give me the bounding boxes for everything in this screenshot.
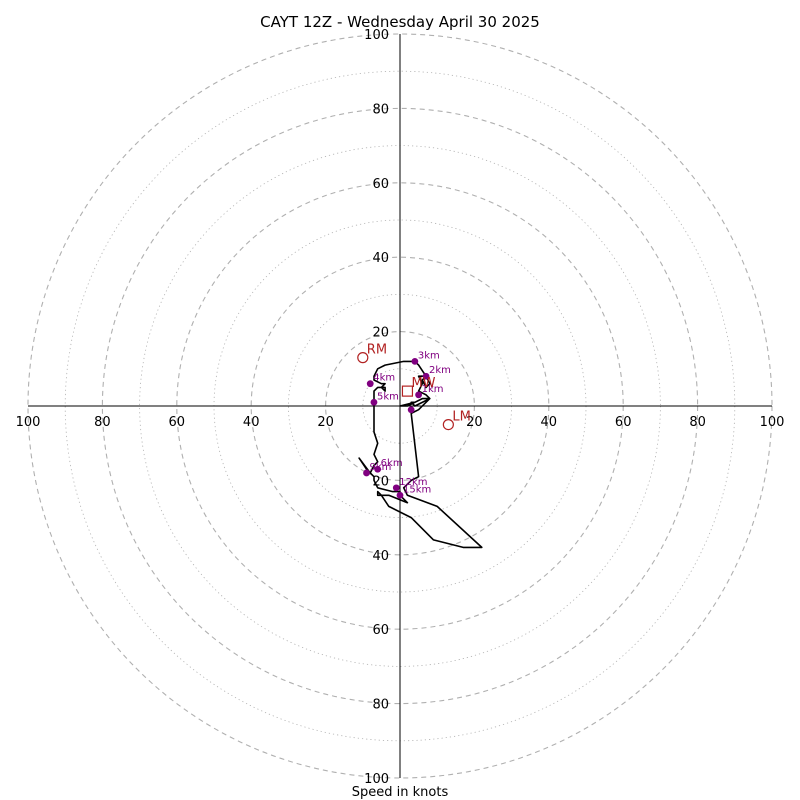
storm-motion-label: LM	[452, 410, 470, 425]
x-tick-right-100: 100	[760, 415, 785, 430]
storm-motion-markers: RM LM MW	[357, 343, 471, 431]
x-tick-left-80: 80	[94, 415, 111, 430]
y-tick-bottom-60: 60	[372, 623, 389, 638]
hodograph-line	[358, 360, 483, 549]
height-marker-point	[396, 491, 404, 499]
y-tick-top-40: 40	[372, 251, 389, 266]
x-tick-right-60: 60	[615, 415, 632, 430]
height-marker-point	[366, 380, 374, 388]
x-tick-left-20: 20	[317, 415, 334, 430]
height-marker-point	[411, 357, 419, 365]
height-marker-label: 4km	[373, 373, 395, 384]
storm-motion-label: RM	[367, 343, 387, 358]
height-marker-label: 1km	[422, 384, 444, 395]
height-marker-point	[407, 406, 415, 414]
height-marker-point	[374, 465, 382, 473]
height-marker-label: 9km	[370, 462, 392, 473]
x-tick-left-40: 40	[243, 415, 260, 430]
height-marker-label: 5km	[377, 391, 399, 402]
x-tick-right-40: 40	[541, 415, 558, 430]
height-marker-point	[422, 372, 430, 380]
height-marker-label: 3km	[418, 350, 440, 361]
y-tick-bottom-100: 100	[364, 772, 389, 787]
y-tick-top-60: 60	[372, 177, 389, 192]
height-marker-label: 12km	[399, 477, 427, 488]
storm-motion-label: MW	[411, 376, 435, 391]
height-marker-label: 2km	[429, 365, 451, 376]
height-marker-point	[363, 469, 370, 477]
height-marker-label: 6km	[381, 458, 403, 469]
height-marker-point	[370, 398, 378, 406]
x-tick-right-80: 80	[689, 415, 706, 430]
x-tick-right-20: 20	[466, 415, 483, 430]
hodograph-trace	[358, 360, 483, 549]
mean-wind-marker	[401, 385, 414, 397]
y-tick-top-100: 100	[364, 28, 389, 43]
x-tick-left-60: 60	[169, 415, 186, 430]
hodograph-axes: 100 100 100 100 80 80 80 80 60 60 60 60 40 40 40 40 20 20…	[16, 28, 785, 787]
storm-motion-point	[442, 419, 454, 431]
y-tick-bottom-80: 80	[372, 698, 389, 713]
storm-motion-point	[357, 352, 369, 364]
y-tick-top-20: 20	[372, 326, 389, 341]
x-axis-label: Speed in knots	[352, 785, 449, 800]
height-marker-label: 15km	[403, 484, 431, 495]
y-tick-top-80: 80	[372, 102, 389, 117]
height-marker-point	[392, 484, 400, 492]
chart-title: CAYT 12Z - Wednesday April 30 2025	[260, 13, 540, 31]
x-tick-left-100: 100	[16, 415, 41, 430]
height-marker-point	[415, 391, 422, 399]
y-tick-bottom-40: 40	[372, 549, 389, 564]
